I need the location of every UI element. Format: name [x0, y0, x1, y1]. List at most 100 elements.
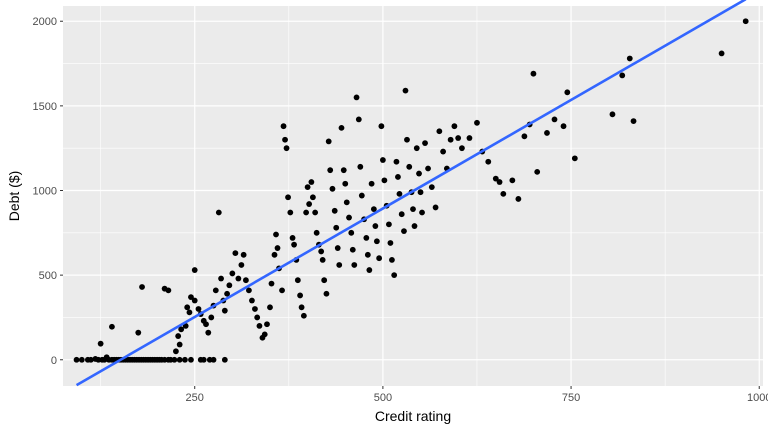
data-point [274, 245, 281, 251]
data-point [297, 292, 303, 299]
x-axis-title: Credit rating [375, 408, 451, 424]
data-point [372, 223, 379, 229]
data-point [515, 196, 522, 202]
data-point [252, 306, 258, 312]
data-point [336, 262, 343, 268]
data-point [348, 229, 355, 236]
data-point [544, 130, 550, 136]
data-point [474, 119, 480, 126]
data-point [289, 234, 296, 241]
data-point [264, 321, 270, 328]
data-point [186, 309, 193, 316]
data-point [466, 135, 473, 141]
data-point [291, 241, 297, 248]
data-point [551, 116, 558, 123]
data-point [261, 331, 268, 338]
data-point [416, 170, 422, 177]
data-point [742, 18, 749, 25]
data-point [224, 290, 230, 297]
y-tick-label: 1000 [33, 185, 57, 197]
data-point [318, 248, 325, 255]
data-point [459, 145, 465, 152]
data-point [304, 184, 311, 191]
grid-lines [63, 6, 763, 386]
data-point [171, 356, 178, 363]
data-point [232, 250, 239, 257]
data-point [109, 323, 115, 330]
data-point [398, 211, 405, 218]
data-point [560, 123, 567, 130]
x-tick-label: 1000 [747, 392, 768, 404]
data-point [406, 163, 413, 170]
data-point [626, 55, 633, 62]
data-point [571, 155, 578, 162]
data-point [393, 158, 400, 165]
data-point [97, 340, 104, 347]
data-point [309, 194, 316, 201]
data-point [338, 124, 345, 131]
x-axis-ticks: 250 500 750 1000 [186, 386, 768, 404]
data-point [280, 123, 287, 130]
data-point [221, 307, 228, 314]
data-point [294, 277, 301, 284]
data-point [411, 223, 418, 229]
data-point [509, 177, 516, 184]
data-point [378, 123, 385, 130]
y-axis-title: Debt ($) [6, 171, 22, 222]
data-point [368, 180, 375, 187]
data-point [298, 304, 305, 311]
data-point [417, 189, 424, 196]
data-point [440, 148, 447, 155]
data-point [279, 287, 285, 294]
data-point [410, 206, 416, 213]
data-point [215, 209, 222, 216]
data-point [256, 323, 263, 329]
data-point [379, 157, 386, 163]
data-point [78, 356, 85, 363]
data-point [485, 158, 492, 165]
data-point [346, 214, 352, 221]
data-point [135, 329, 142, 336]
data-point [175, 333, 182, 339]
data-point [73, 356, 80, 363]
data-point [178, 326, 185, 333]
data-point [389, 256, 395, 263]
x-tick-label: 500 [374, 392, 392, 404]
data-point [327, 167, 334, 174]
data-point [285, 194, 291, 201]
data-point [363, 234, 370, 241]
data-point [205, 329, 212, 336]
data-point [447, 136, 454, 143]
data-point [422, 140, 428, 147]
data-point [243, 277, 249, 284]
data-point [351, 262, 358, 268]
data-point [492, 175, 499, 182]
data-point [395, 174, 401, 180]
y-tick-label: 0 [51, 355, 57, 367]
data-point [139, 284, 145, 290]
data-point [319, 256, 326, 263]
x-tick-label: 250 [186, 392, 204, 404]
data-point [246, 287, 252, 294]
data-point [312, 209, 319, 216]
y-tick-label: 500 [39, 270, 57, 282]
data-point [300, 312, 307, 319]
data-point [534, 168, 541, 175]
data-point [630, 118, 637, 125]
data-point [235, 275, 242, 282]
data-point [387, 240, 394, 246]
data-point [191, 267, 198, 273]
data-point [87, 356, 94, 363]
data-point [273, 231, 279, 238]
data-point [425, 165, 431, 172]
data-point [240, 251, 247, 258]
data-point [349, 246, 356, 253]
data-point [188, 294, 194, 301]
data-point [208, 314, 215, 321]
data-point [718, 50, 725, 57]
data-point [229, 270, 236, 277]
plot-panel [63, 6, 763, 386]
data-point [271, 251, 278, 258]
data-point [370, 206, 377, 213]
